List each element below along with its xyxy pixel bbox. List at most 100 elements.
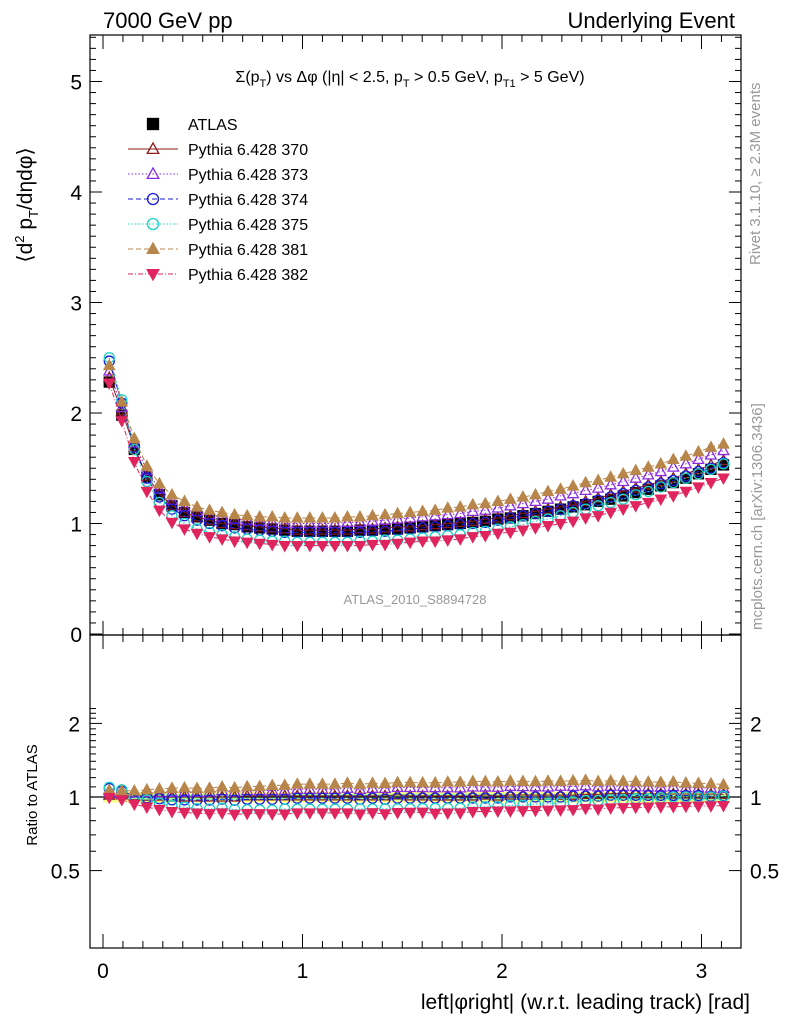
ratio-point — [567, 790, 579, 802]
data-point — [290, 523, 304, 535]
data-point — [504, 512, 517, 524]
data-point — [591, 491, 605, 503]
data-point — [115, 416, 129, 428]
ratio-point — [303, 808, 317, 820]
ratio-point — [491, 780, 505, 792]
data-point — [541, 502, 555, 514]
legend-marker — [146, 241, 160, 255]
data-point — [642, 481, 654, 493]
ratio-point — [165, 781, 179, 793]
ratio-tick-label-left: 0.5 — [51, 861, 80, 884]
data-point — [265, 539, 279, 552]
data-point — [554, 518, 567, 531]
ratio-point — [215, 780, 229, 792]
data-point — [491, 511, 505, 523]
data-point — [629, 471, 643, 483]
ratio-point — [717, 787, 730, 799]
data-point — [567, 500, 579, 512]
data-point — [641, 477, 655, 490]
data-point — [666, 471, 680, 483]
data-point — [616, 504, 630, 516]
data-point — [504, 527, 517, 540]
data-point — [316, 540, 329, 553]
data-point — [191, 514, 203, 526]
data-point — [102, 358, 116, 371]
data-point — [278, 511, 292, 523]
legend-label: ATLAS — [188, 117, 238, 134]
ratio-point — [604, 786, 618, 799]
ratio-point — [616, 803, 630, 815]
data-point — [680, 472, 692, 484]
ratio-point — [203, 781, 216, 793]
ratio-point — [328, 777, 342, 789]
ratio-tick-label-left: 1 — [68, 787, 80, 810]
data-point — [679, 486, 693, 499]
ratio-point — [554, 805, 567, 817]
ratio-point — [466, 780, 480, 792]
data-point — [529, 504, 542, 516]
data-point — [228, 536, 241, 549]
data-point — [641, 468, 655, 480]
ratio-point — [541, 774, 555, 786]
ratio-point — [717, 777, 730, 790]
data-point — [403, 505, 417, 518]
ratio-point — [391, 807, 404, 820]
ratio-point — [566, 788, 580, 800]
data-point — [441, 501, 455, 513]
ratio-point — [516, 774, 530, 786]
data-point — [616, 484, 630, 497]
data-point — [654, 494, 668, 507]
main-plot: 1 2 3 4 5 0 0 1 2 3 — [70, 35, 741, 983]
ratio-point — [153, 782, 166, 794]
legend-marker — [146, 217, 160, 231]
ratio-point — [216, 793, 228, 805]
ratio-point — [579, 778, 592, 791]
data-point — [165, 487, 179, 500]
ratio-series-line — [109, 786, 724, 811]
data-point — [279, 526, 291, 538]
ratio-point — [679, 801, 693, 814]
ratio-point — [554, 788, 567, 800]
data-point — [278, 540, 292, 553]
data-point — [629, 501, 643, 513]
ratio-point — [453, 808, 467, 820]
ratio-point — [554, 774, 567, 786]
y-tick-label: 1 — [70, 514, 82, 537]
ratio-point — [265, 809, 279, 821]
svg-text:⟨d2 pT/dηdφ⟩: ⟨d2 pT/dηdφ⟩ — [12, 147, 41, 262]
ratio-point — [441, 789, 455, 801]
legend-label: Pythia 6.428 382 — [188, 267, 308, 284]
ratio-point — [127, 783, 141, 796]
data-point — [228, 522, 241, 534]
ratio-point — [529, 791, 542, 803]
ratio-point — [166, 794, 178, 806]
data-point — [666, 491, 680, 503]
rivet-version-text: Rivet 3.1.10, ≥ 2.3M events — [747, 83, 764, 266]
data-point — [655, 478, 667, 490]
ratio-tick-label-right: 1 — [750, 787, 762, 810]
data-point — [316, 523, 329, 535]
ratio-point — [541, 780, 555, 792]
data-point — [654, 456, 668, 469]
data-point — [379, 525, 391, 537]
ratio-point — [667, 791, 679, 803]
x-axis-label: left|φright| (w.r.t. leading track) [rad… — [421, 991, 750, 1014]
data-point — [554, 489, 567, 501]
ratio-point — [629, 802, 643, 815]
data-point — [316, 511, 329, 523]
series-line — [108, 377, 724, 531]
data-point — [416, 504, 429, 516]
ratio-axis-ticks: 0.5 0.5 1 1 2 2 — [51, 708, 779, 884]
data-point — [341, 523, 354, 535]
ratio-point — [153, 804, 166, 817]
data-point — [666, 452, 680, 465]
ratio-point — [467, 792, 479, 804]
data-point — [654, 464, 668, 477]
data-point — [579, 475, 592, 488]
data-point — [178, 510, 191, 522]
ratio-point — [403, 807, 417, 820]
data-point — [140, 486, 154, 499]
data-point — [529, 487, 542, 500]
data-point — [541, 521, 555, 533]
ratio-point — [378, 776, 392, 789]
